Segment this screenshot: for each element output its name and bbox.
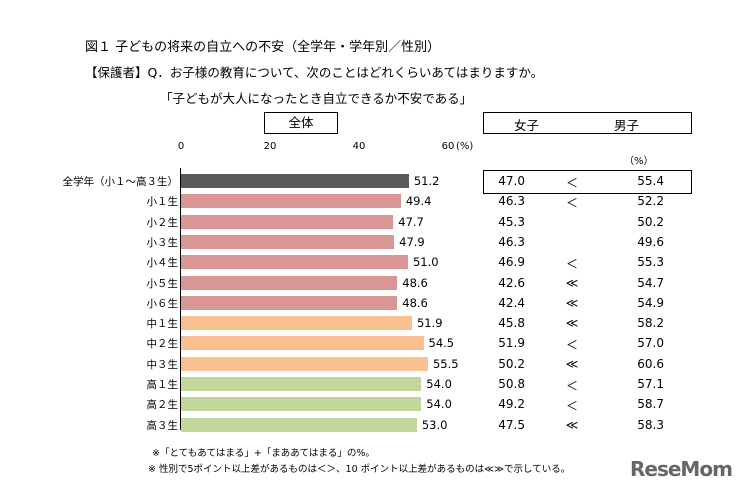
girls-value: 51.9 <box>498 336 525 351</box>
boys-value: 57.0 <box>637 336 664 351</box>
boys-value: 60.6 <box>637 356 664 371</box>
girls-value: 45.8 <box>498 316 525 331</box>
data-label: 48.6 <box>402 295 428 310</box>
girls-value: 50.2 <box>498 356 525 371</box>
data-label: 54.0 <box>426 377 452 391</box>
boys-value: 55.3 <box>637 255 664 270</box>
category-label: 全学年（小１～高３生） <box>62 176 179 188</box>
girls-value: 46.9 <box>498 255 525 270</box>
bar <box>181 417 417 432</box>
category-label: 小３生 <box>146 236 179 249</box>
girls-value: 50.8 <box>498 377 525 391</box>
gender-header: 女子 男子 <box>483 112 692 134</box>
bar <box>181 194 401 209</box>
girls-value: 42.4 <box>498 295 525 310</box>
bar <box>181 336 424 351</box>
boys-value: 57.1 <box>637 377 664 391</box>
data-label: 48.6 <box>402 275 428 290</box>
statement-text: 「子どもが大人になったとき自立できるか不安である」 <box>160 91 473 106</box>
boys-value: 52.2 <box>637 194 664 209</box>
girls-value: 46.3 <box>498 234 525 249</box>
girls-value: 45.3 <box>498 214 525 229</box>
girls-header: 女子 <box>514 118 540 133</box>
resemom-logo: ReseMom <box>630 457 733 481</box>
data-label: 54.5 <box>428 336 455 351</box>
category-label: 小５生 <box>146 277 179 290</box>
difference-mark: ＜ <box>565 399 578 414</box>
bar <box>181 234 395 249</box>
x-tick: 20 <box>263 141 277 152</box>
x-tick: 60 <box>441 141 455 152</box>
bar <box>181 255 408 270</box>
overall-row-box <box>483 170 692 194</box>
boys-value: 54.7 <box>637 275 664 290</box>
boys-value: 50.2 <box>637 214 664 229</box>
boys-value: 49.6 <box>637 234 664 249</box>
difference-mark: ＜ <box>565 257 578 272</box>
data-label: 55.5 <box>432 356 459 371</box>
note-2: ※ 性別で5ポイント以上差があるものは＜＞、10 ポイント以上差があるものは≪≫… <box>148 464 571 475</box>
category-label: 高３生 <box>146 419 179 432</box>
bar <box>181 377 422 391</box>
bar <box>181 356 428 371</box>
y-axis-line <box>180 168 181 430</box>
note-1: ※「とてもあてはまる」+「まああてはまる」の%。 <box>152 448 375 459</box>
difference-mark: ＜ <box>565 196 578 211</box>
axis-unit: (%) <box>456 141 474 152</box>
chart-title: 図１ 子どもの将来の自立への不安（全学年・学年別／性別） <box>85 40 441 55</box>
data-label: 51.9 <box>416 316 443 331</box>
bar <box>181 275 398 290</box>
bar <box>181 397 422 412</box>
boys-value: 55.4 <box>637 174 664 188</box>
difference-mark: ≪ <box>565 295 579 310</box>
bar <box>181 316 412 331</box>
category-label: 中２生 <box>146 338 179 351</box>
bar <box>181 174 409 188</box>
pct-unit: （%） <box>624 156 654 167</box>
boys-header: 男子 <box>614 118 640 133</box>
difference-mark: ≪ <box>565 417 579 432</box>
boys-value: 58.7 <box>637 397 664 412</box>
category-label: 中３生 <box>146 358 179 371</box>
category-label: 小４生 <box>146 257 179 270</box>
difference-mark: ＜ <box>565 176 578 190</box>
difference-mark: ≪ <box>565 275 579 290</box>
category-label: 小２生 <box>146 216 179 229</box>
difference-mark: ＜ <box>565 379 578 393</box>
data-label: 51.0 <box>412 255 439 270</box>
question-text: 【保護者】Q．お子様の教育について、次のことはどれくらいあてはまりますか。 <box>85 65 544 80</box>
overall-header: 全体 <box>264 112 338 134</box>
data-label: 54.0 <box>426 397 452 412</box>
bar <box>181 214 394 229</box>
difference-mark: ＜ <box>565 338 578 353</box>
girls-value: 46.3 <box>498 194 525 209</box>
x-tick: 0 <box>177 141 185 152</box>
girls-value: 47.0 <box>498 174 525 188</box>
category-label: 中１生 <box>146 318 179 331</box>
boys-value: 58.3 <box>637 417 664 432</box>
category-label: 高２生 <box>146 399 179 412</box>
category-label: 小１生 <box>146 196 179 209</box>
girls-value: 47.5 <box>498 417 525 432</box>
boys-value: 54.9 <box>637 295 664 310</box>
boys-value: 58.2 <box>637 316 664 331</box>
data-label: 49.4 <box>405 194 432 209</box>
difference-mark: ≪ <box>565 316 579 331</box>
data-label: 51.2 <box>413 174 440 188</box>
difference-mark: ≪ <box>565 356 579 371</box>
x-tick: 40 <box>352 141 366 152</box>
category-label: 小６生 <box>146 297 179 310</box>
data-label: 47.7 <box>398 214 424 229</box>
data-label: 53.0 <box>421 417 448 432</box>
category-label: 高１生 <box>146 379 179 391</box>
girls-value: 42.6 <box>498 275 525 290</box>
bar <box>181 295 398 310</box>
girls-value: 49.2 <box>498 397 525 412</box>
data-label: 47.9 <box>399 234 425 249</box>
